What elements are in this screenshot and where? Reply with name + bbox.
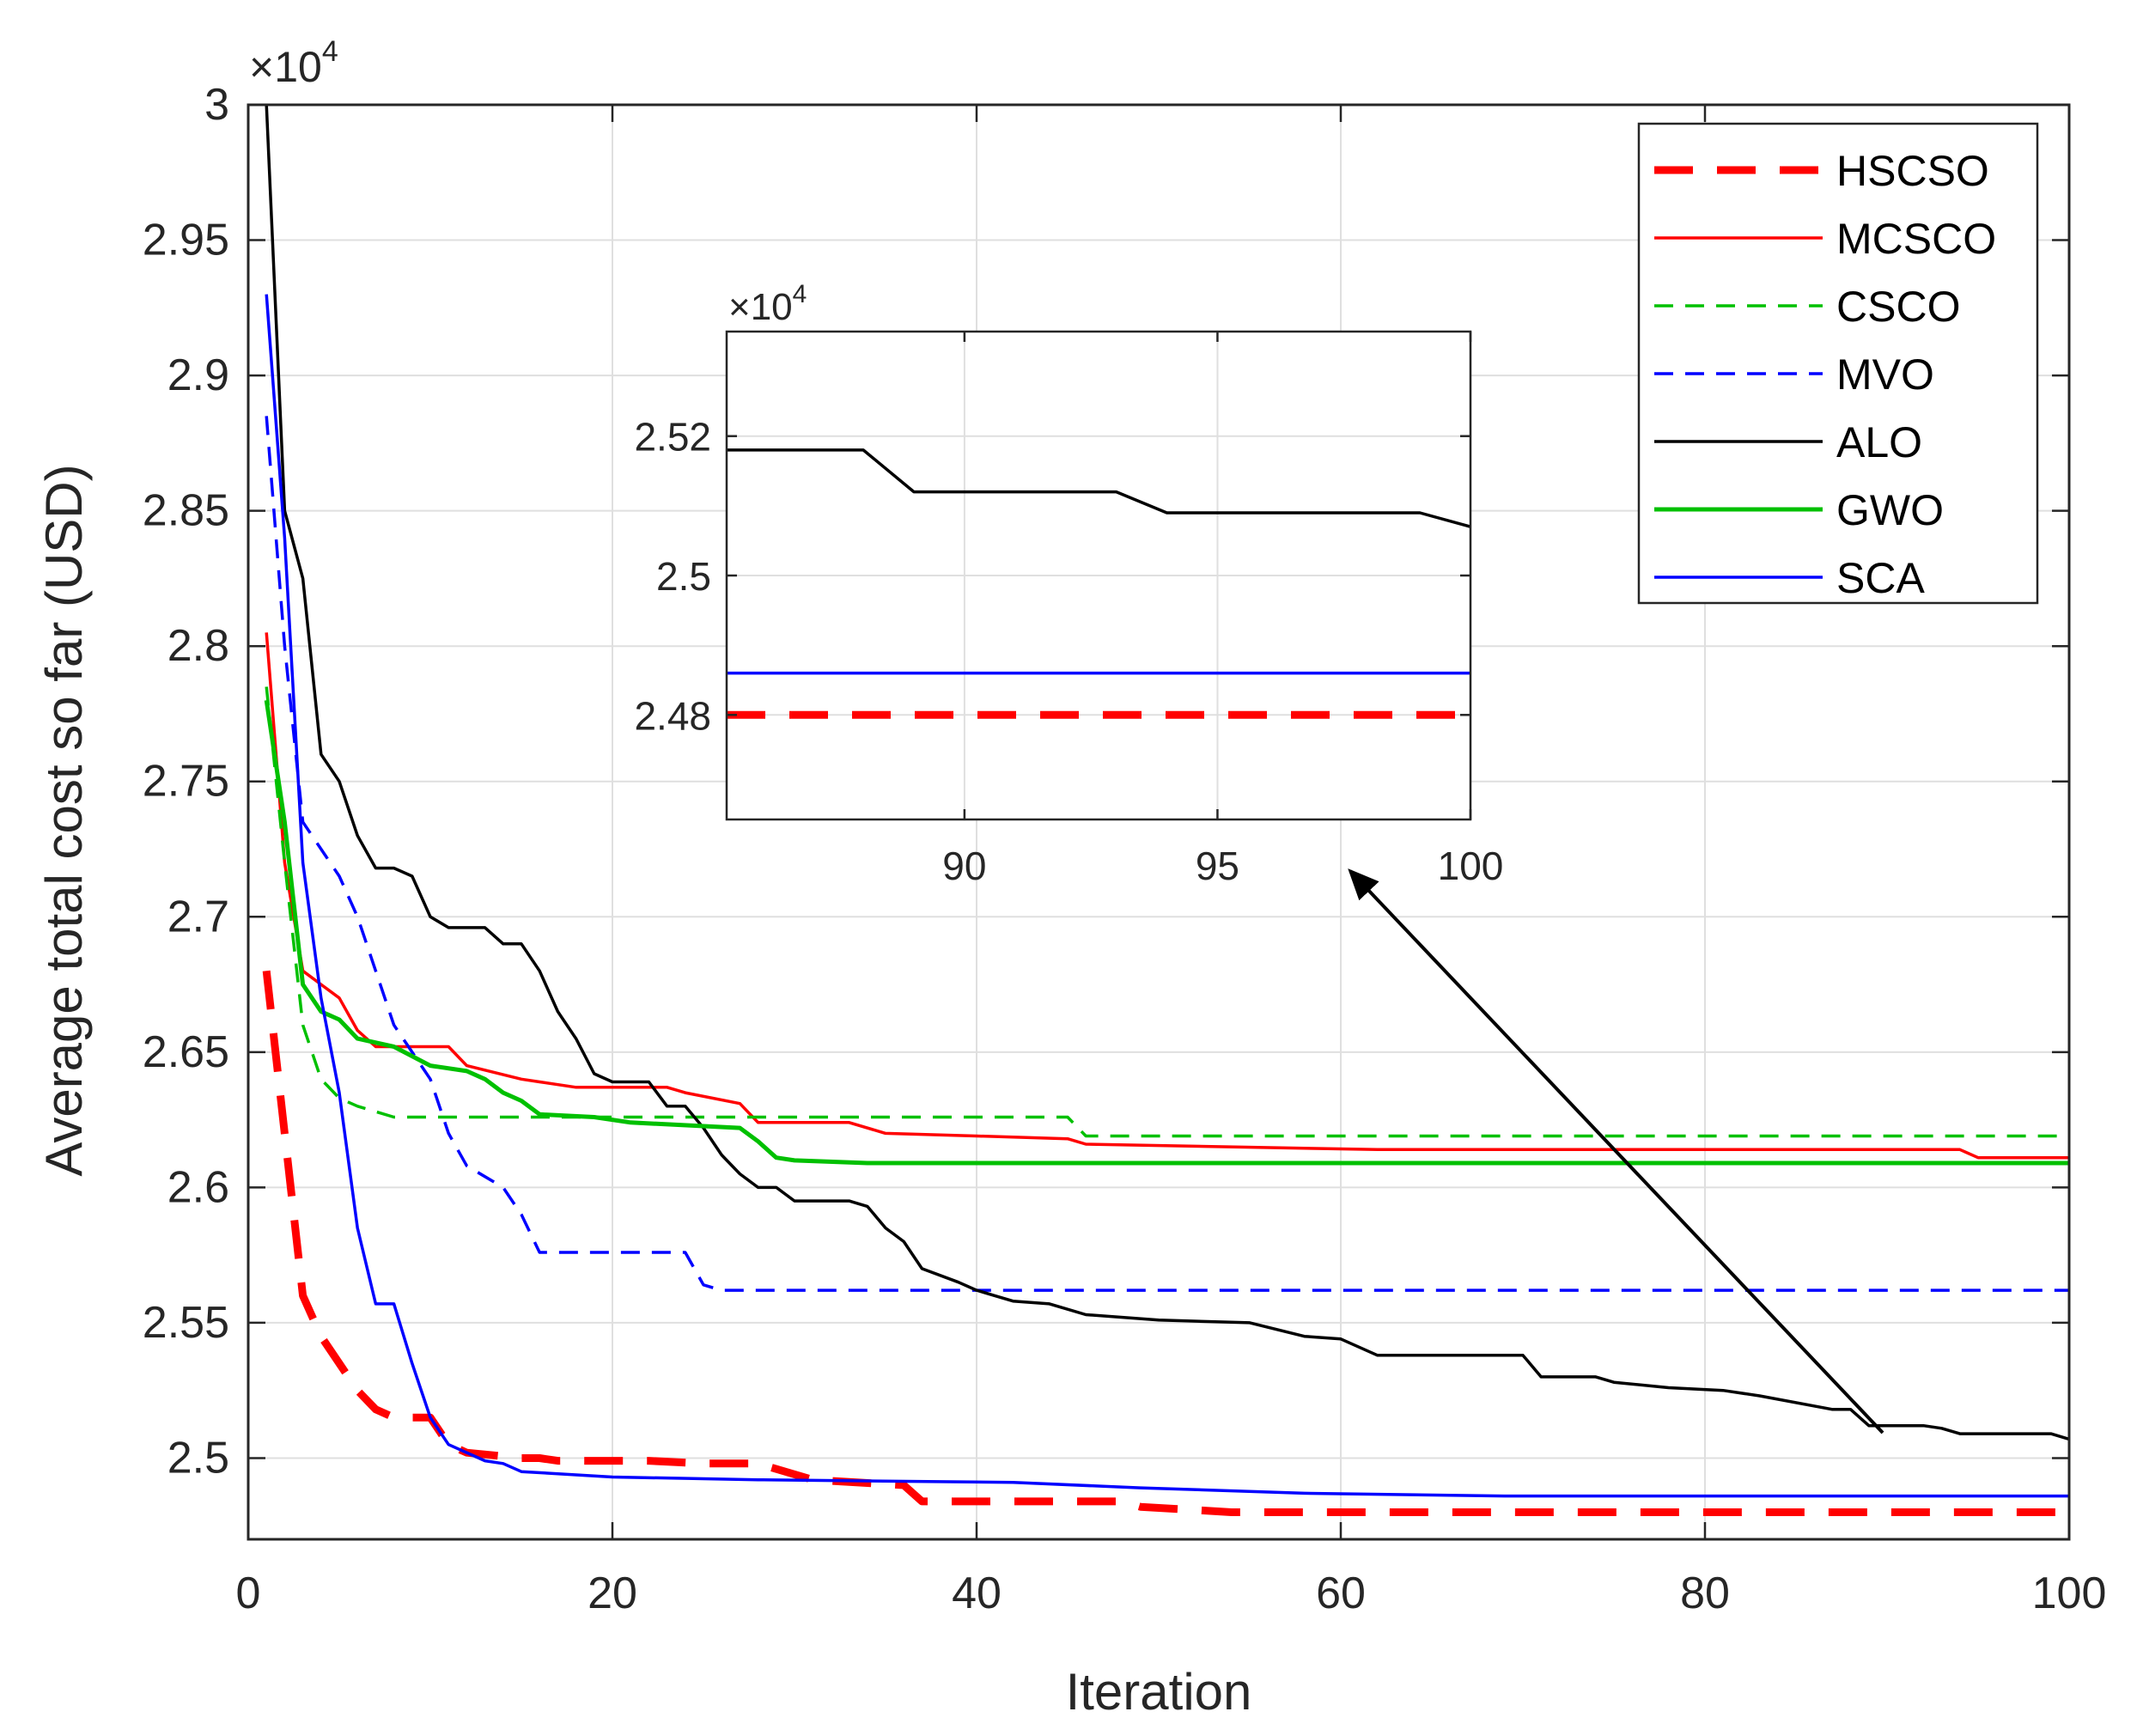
legend-label-csco: CSCO [1836, 283, 1960, 331]
main-y-tick-label: 2.55 [143, 1298, 229, 1348]
legend-label-alo: ALO [1836, 418, 1922, 466]
main-series [262, 105, 2069, 1516]
inset-y-multiplier-label: ×104 [728, 280, 807, 328]
main-x-tick-label: 20 [588, 1568, 637, 1618]
legend: HSCSO MCSCO CSCO MVO ALO GWO SCA [1637, 122, 2039, 605]
inset-y-tick-label: 2.48 [634, 693, 711, 738]
inset-x-tick-label: 95 [1196, 844, 1239, 888]
zoom-arrow [1348, 868, 1884, 1434]
main-y-tick-label: 2.75 [143, 757, 229, 807]
y-axis-title: Average total cost so far (USD) [35, 464, 93, 1176]
main-series-line-gwo [264, 699, 2069, 1166]
main-y-tick-label: 2.65 [143, 1027, 229, 1077]
main-axes-box [247, 103, 2071, 1541]
legend-label-mcsco: MCSCO [1836, 215, 1996, 263]
main-y-tick-label: 2.5 [167, 1433, 229, 1483]
inset-ticks: 90 95 100 2.48 2.5 2.52 [634, 332, 1503, 888]
main-y-tick-label: 2.85 [143, 486, 229, 536]
main-y-tick-label: 2.8 [167, 621, 229, 671]
inset-x-tick-label: 100 [1438, 844, 1504, 888]
main-x-tick-label: 100 [2032, 1568, 2107, 1618]
main-x-tick-label: 0 [236, 1568, 261, 1618]
legend-label-hscso: HSCSO [1836, 147, 1989, 195]
inset-series [727, 448, 1470, 719]
inset-x-tick-label: 90 [942, 844, 986, 888]
inset-series-line-alo [727, 448, 1470, 528]
main-series-line-sca [265, 294, 2069, 1498]
inset-y-multiplier-base: ×10 [728, 286, 793, 328]
y-multiplier-base: ×10 [249, 43, 322, 91]
inset-y-multiplier-exponent: 4 [793, 280, 807, 308]
main-series-line-mvo [265, 416, 2069, 1292]
main-series-line-alo [265, 105, 2069, 1441]
main-x-tick-label: 40 [952, 1568, 1002, 1618]
legend-label-gwo: GWO [1836, 486, 1944, 534]
main-ticks: 0 20 40 60 80 100 2.5 2.55 2.6 2.65 2.7 2.75 2.8 2.85… [143, 80, 2107, 1618]
main-x-tick-label: 80 [1680, 1568, 1730, 1618]
main-y-tick-label: 2.7 [167, 892, 229, 941]
inset-y-tick-label: 2.52 [634, 415, 711, 460]
main-y-tick-label: 3 [204, 80, 229, 130]
legend-label-sca: SCA [1836, 554, 1925, 602]
main-series-line-mcsco [265, 632, 2069, 1160]
main-y-tick-label: 2.6 [167, 1162, 229, 1212]
x-axis-title: Iteration [1066, 1663, 1252, 1721]
main-y-tick-label: 2.95 [143, 216, 229, 265]
legend-box [1637, 122, 2039, 605]
inset-y-tick-label: 2.5 [656, 554, 711, 599]
main-series-line-csco [265, 686, 2069, 1138]
main-y-tick-label: 2.9 [167, 350, 229, 400]
legend-label-mvo: MVO [1836, 350, 1934, 399]
y-multiplier-exponent: 4 [322, 35, 338, 68]
main-x-tick-label: 60 [1316, 1568, 1366, 1618]
y-multiplier-label: ×104 [249, 35, 338, 91]
main-series-line-hscso [262, 970, 2069, 1516]
